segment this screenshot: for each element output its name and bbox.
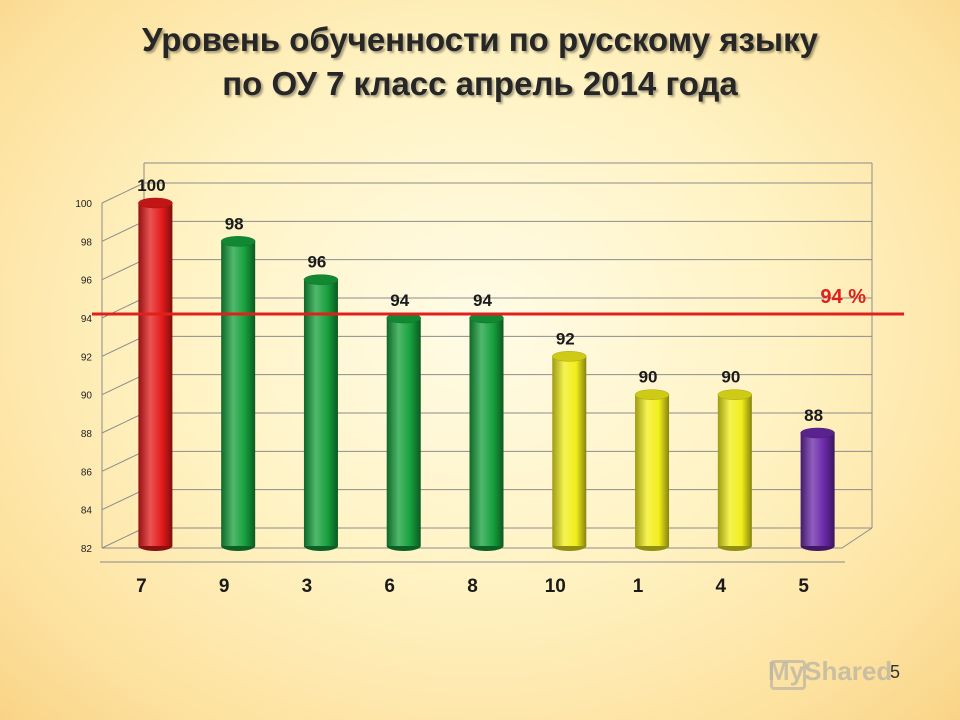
y-tick-label: 96 bbox=[81, 276, 93, 287]
data-label: 94 bbox=[390, 291, 409, 310]
data-label: 88 bbox=[804, 406, 823, 425]
data-label: 90 bbox=[639, 368, 658, 387]
data-label: 96 bbox=[307, 253, 326, 272]
y-tick-label: 88 bbox=[81, 429, 93, 440]
y-tick-label: 92 bbox=[81, 352, 93, 363]
x-tick-label: 6 bbox=[384, 576, 395, 597]
page-number: 5 bbox=[890, 662, 901, 682]
y-tick-label: 86 bbox=[81, 467, 93, 478]
data-label: 90 bbox=[721, 368, 740, 387]
x-tick-label: 4 bbox=[716, 576, 727, 597]
x-tick-label: 5 bbox=[798, 576, 809, 597]
bar bbox=[138, 197, 173, 551]
chart-labels: 100 7 98 9 96 3 94 6 94 8 92 10 90 1 90 4 88 5 94 % bbox=[92, 176, 904, 597]
y-tick-label: 100 bbox=[75, 199, 92, 210]
chart-title: Уровень обученности по русскому языку по… bbox=[0, 18, 960, 106]
chart-title-line2: по ОУ 7 класс апрель 2014 года bbox=[222, 65, 738, 102]
gridline-side bbox=[101, 335, 145, 357]
gridline-side bbox=[101, 450, 145, 472]
gridline-side bbox=[101, 374, 145, 396]
x-tick-label: 1 bbox=[633, 576, 644, 597]
bar bbox=[303, 274, 339, 551]
bar bbox=[634, 389, 670, 551]
gridline-side bbox=[101, 220, 145, 242]
y-tick-label: 82 bbox=[81, 544, 93, 555]
cart-icon bbox=[770, 660, 806, 690]
watermark: MyShared bbox=[768, 656, 893, 686]
data-label: 98 bbox=[225, 214, 244, 233]
gridline-side bbox=[101, 259, 145, 281]
y-tick-label: 84 bbox=[81, 506, 93, 517]
gridline-side bbox=[101, 412, 145, 434]
x-tick-label: 7 bbox=[136, 576, 147, 597]
data-label: 100 bbox=[137, 176, 165, 195]
gridline-side bbox=[101, 489, 145, 511]
reference-line-label: 94 % bbox=[820, 286, 866, 308]
x-tick-label: 3 bbox=[302, 576, 313, 597]
bar bbox=[386, 312, 421, 551]
data-label: 94 bbox=[473, 291, 492, 310]
bar bbox=[220, 236, 256, 551]
bar bbox=[717, 389, 753, 551]
chart-title-line1: Уровень обученности по русскому языку bbox=[142, 21, 818, 58]
y-tick-label: 94 bbox=[81, 314, 93, 325]
x-tick-label: 10 bbox=[545, 576, 566, 597]
gridline-side bbox=[101, 527, 145, 549]
bar bbox=[469, 312, 504, 551]
y-tick-label: 98 bbox=[81, 237, 93, 248]
floor-right bbox=[841, 527, 873, 549]
y-tick-label: 90 bbox=[81, 391, 93, 402]
gridline-side bbox=[101, 182, 145, 204]
x-tick-label: 9 bbox=[219, 576, 230, 597]
bar bbox=[800, 427, 835, 551]
bar bbox=[552, 351, 587, 551]
chart-bars bbox=[138, 197, 835, 551]
x-tick-label: 8 bbox=[467, 576, 478, 597]
data-label: 92 bbox=[556, 329, 575, 348]
